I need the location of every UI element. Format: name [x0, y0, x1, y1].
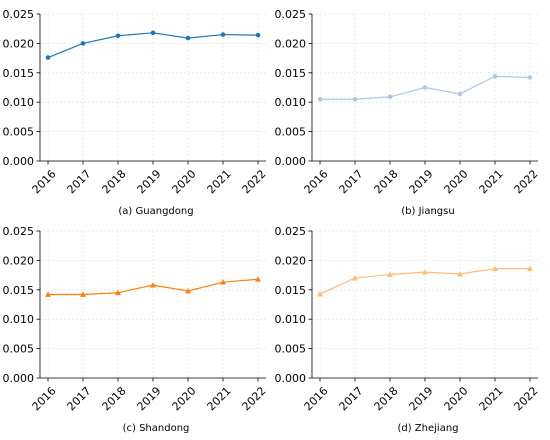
x-tick-label: 2020: [170, 384, 199, 413]
y-tick-label: 0.000: [3, 372, 35, 385]
x-tick-label: 2016: [302, 384, 331, 413]
data-point: [150, 282, 156, 288]
y-tick-label: 0.015: [3, 284, 35, 297]
data-point: [422, 269, 428, 275]
x-tick-label: 2022: [240, 167, 269, 196]
x-tick-label: 2016: [30, 384, 59, 413]
data-point: [387, 271, 393, 277]
x-tick-label: 2021: [477, 384, 506, 413]
y-tick-label: 0.025: [3, 8, 35, 21]
y-tick-label: 0.025: [3, 225, 35, 238]
y-tick-label: 0.005: [3, 126, 35, 139]
x-tick-label: 2019: [135, 384, 164, 413]
x-tick-label: 2022: [512, 167, 541, 196]
y-tick-label: 0.020: [3, 37, 35, 50]
data-point: [185, 35, 191, 41]
panel-caption: (b) Jiangsu: [401, 206, 454, 217]
x-tick-label: 2018: [100, 384, 129, 413]
x-tick-label: 2021: [205, 167, 234, 196]
panel-caption: (d) Zhejiang: [397, 423, 458, 434]
data-point: [527, 75, 533, 80]
y-tick-label: 0.005: [275, 343, 307, 356]
y-tick-label: 0.010: [3, 313, 35, 326]
data-point: [527, 265, 533, 272]
y-tick-label: 0.010: [3, 96, 35, 109]
x-tick-label: 2017: [65, 167, 94, 196]
data-point: [45, 55, 51, 60]
panel-caption: (a) Guangdong: [118, 206, 193, 217]
x-tick-label: 2021: [477, 167, 506, 196]
data-point: [492, 265, 498, 272]
y-tick-label: 0.000: [275, 155, 307, 168]
data-point: [185, 287, 191, 294]
x-tick-label: 2017: [65, 384, 94, 413]
x-tick-label: 2022: [512, 384, 541, 413]
y-tick-label: 0.010: [275, 96, 307, 109]
data-point: [317, 290, 323, 297]
y-tick-label: 0.005: [3, 343, 35, 356]
x-tick-label: 2016: [302, 167, 331, 196]
y-tick-label: 0.020: [275, 254, 307, 267]
x-tick-label: 2016: [30, 167, 59, 196]
y-tick-label: 0.005: [275, 126, 307, 139]
data-point: [45, 291, 51, 297]
y-tick-label: 0.020: [3, 254, 35, 267]
data-point: [255, 276, 261, 282]
x-tick-label: 2020: [170, 167, 199, 196]
y-tick-label: 0.025: [275, 225, 307, 238]
series-line: [47, 32, 259, 59]
data-point: [492, 74, 498, 79]
x-tick-label: 2018: [372, 384, 401, 413]
y-tick-label: 0.010: [275, 313, 307, 326]
data-point: [80, 291, 86, 297]
y-tick-label: 0.000: [3, 155, 35, 168]
y-tick-label: 0.015: [275, 284, 307, 297]
x-tick-label: 2017: [337, 167, 366, 196]
panel-caption: (c) Shandong: [123, 423, 190, 434]
x-tick-label: 2018: [372, 167, 401, 196]
data-point: [457, 91, 463, 97]
data-point: [255, 32, 261, 38]
grid: [312, 230, 538, 379]
x-tick-label: 2022: [240, 384, 269, 413]
grid: [40, 13, 266, 162]
x-tick-label: 2017: [337, 384, 366, 413]
data-point: [220, 279, 226, 285]
x-tick-label: 2019: [407, 167, 436, 196]
x-tick-label: 2018: [100, 167, 129, 196]
data-point: [387, 94, 393, 100]
x-tick-label: 2021: [205, 384, 234, 413]
x-tick-label: 2020: [442, 167, 471, 196]
data-point: [422, 85, 428, 90]
data-point: [115, 33, 121, 39]
data-point: [220, 32, 226, 37]
y-tick-label: 0.015: [275, 67, 307, 80]
data-point: [352, 275, 358, 281]
data-point: [115, 289, 121, 296]
x-tick-label: 2019: [407, 384, 436, 413]
y-tick-label: 0.020: [275, 37, 307, 50]
data-point: [352, 96, 358, 102]
x-tick-label: 2020: [442, 384, 471, 413]
data-point: [317, 96, 323, 102]
y-tick-label: 0.025: [275, 8, 307, 21]
data-point: [150, 30, 156, 36]
grid: [40, 230, 266, 379]
y-tick-label: 0.000: [275, 372, 307, 385]
x-tick-label: 2019: [135, 167, 164, 196]
data-point: [80, 41, 86, 46]
data-point: [457, 270, 463, 277]
y-tick-label: 0.015: [3, 67, 35, 80]
